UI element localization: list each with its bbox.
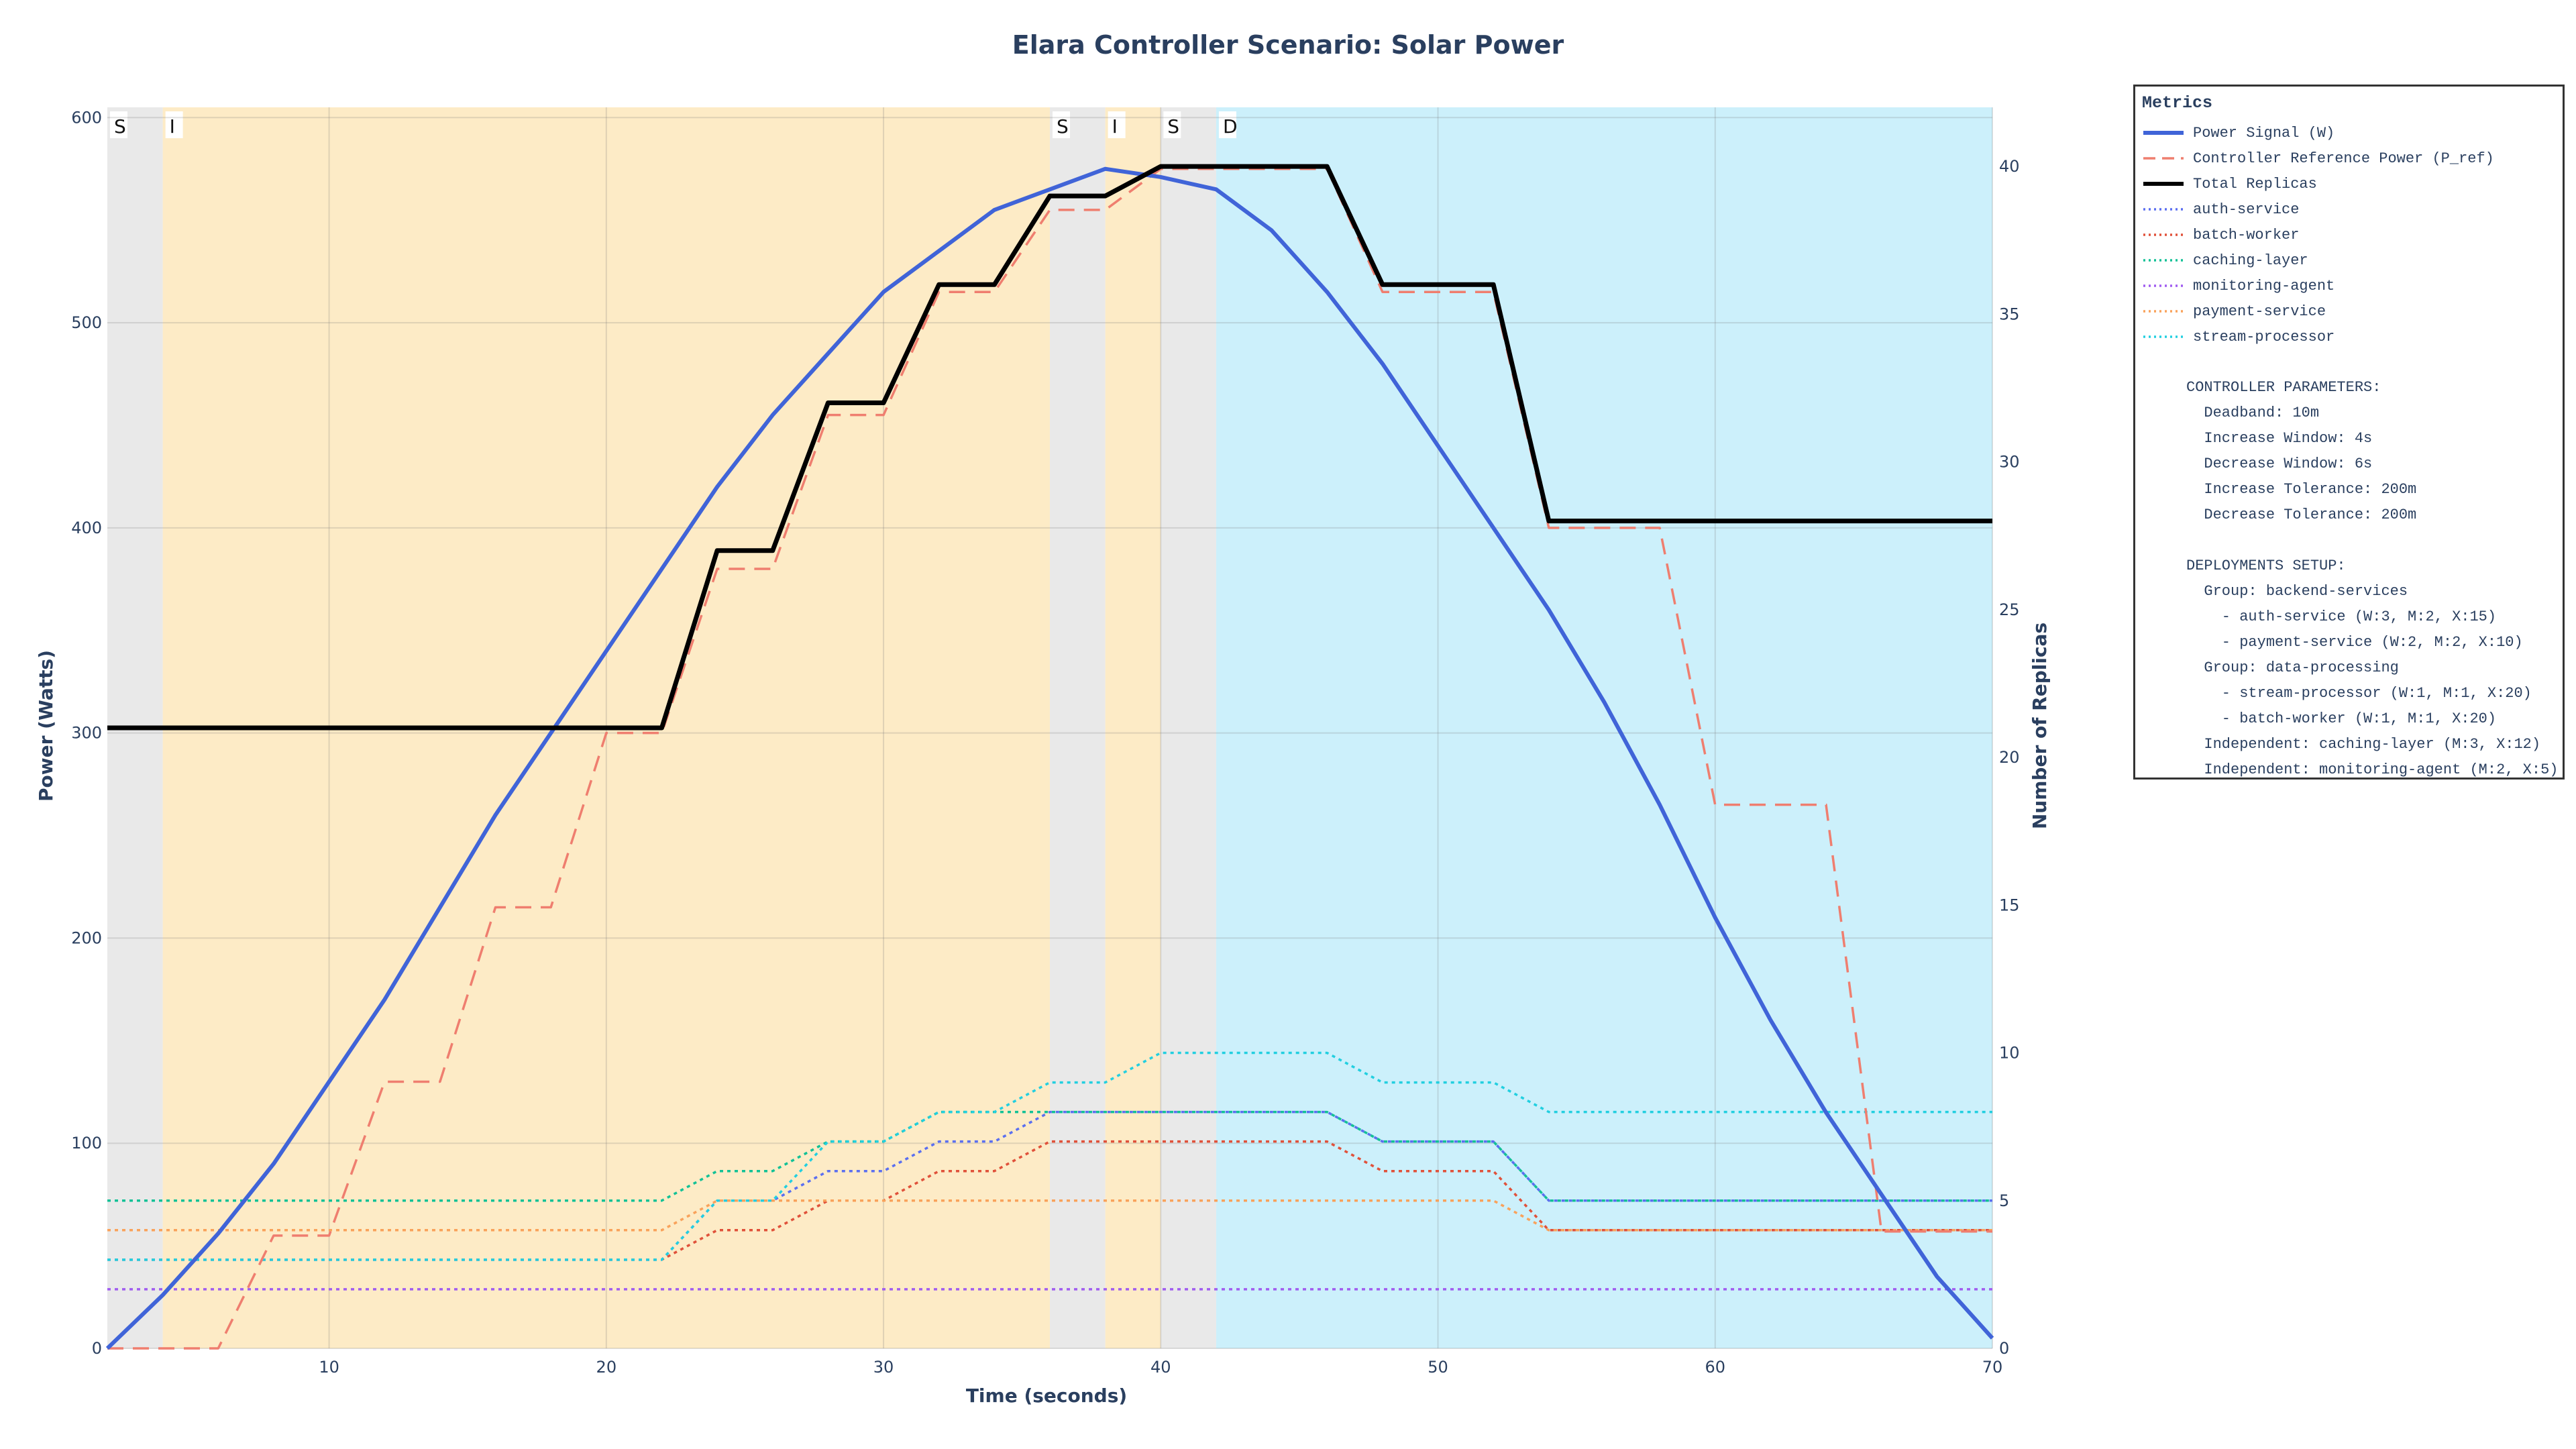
y-tick-label: 200 (71, 928, 102, 947)
legend-note-line: Independent: monitoring-agent (M:2, X:5) (2186, 761, 2559, 778)
x-tick-label: 10 (319, 1358, 339, 1377)
legend-label: auth-service (2193, 201, 2300, 218)
legend-note-line (2186, 528, 2559, 553)
phase-label-bg (110, 111, 127, 138)
y-tick-label: 300 (71, 724, 102, 743)
y2-tick-label: 5 (1999, 1191, 2009, 1210)
phase-label: I (1112, 115, 1118, 138)
phase-label-bg (1218, 111, 1236, 138)
phase-label-bg (1053, 111, 1070, 138)
phase-region (1216, 107, 1992, 1348)
legend-entry[interactable]: Power Signal (W) (2142, 120, 2334, 146)
series-line-caching-layer (107, 1110, 1992, 1202)
y-tick-label: 0 (92, 1339, 102, 1358)
y2-axis-title: Number of Replicas (2029, 623, 2051, 829)
series-line-batch-worker (107, 1140, 1992, 1261)
phase-region (1050, 107, 1106, 1348)
phase-label-bg (1108, 111, 1126, 138)
legend: Metrics Power Signal (W) Controller Refer… (2133, 85, 2565, 780)
series-line-power-signal-w (105, 166, 1994, 1350)
x-tick-label: 50 (1428, 1358, 1448, 1377)
phase-label-bg (165, 111, 183, 138)
x-tick-label: 60 (1705, 1358, 1725, 1377)
legend-entry[interactable]: Controller Reference Power (P_ref) (2142, 146, 2494, 171)
legend-entry[interactable]: stream-processor (2142, 324, 2334, 350)
legend-swatch (2143, 284, 2184, 287)
legend-entry[interactable]: Total Replicas (2142, 171, 2317, 197)
legend-swatch (2143, 182, 2184, 186)
legend-entry[interactable]: caching-layer (2142, 248, 2308, 273)
x-tick-label: 20 (596, 1358, 617, 1377)
phase-label: D (1223, 115, 1238, 138)
y2-tick-label: 0 (1999, 1339, 2009, 1358)
legend-note-line: Increase Window: 4s (2186, 430, 2373, 447)
series-line-auth-service (107, 1110, 1992, 1261)
legend-swatch (2143, 131, 2184, 135)
legend-entry[interactable]: monitoring-agent (2142, 273, 2334, 299)
legend-label: batch-worker (2193, 226, 2300, 244)
legend-note-line: DEPLOYMENTS SETUP: (2186, 557, 2346, 574)
y2-tick-label: 20 (1999, 748, 2020, 767)
legend-note-line: Group: data-processing (2186, 659, 2399, 676)
legend-label: Controller Reference Power (P_ref) (2193, 150, 2494, 167)
legend-note-line: Increase Tolerance: 200m (2186, 481, 2417, 498)
phase-label: S (1057, 115, 1069, 138)
series-lines (105, 164, 1994, 1350)
legend-title: Metrics (2142, 93, 2213, 113)
legend-entry[interactable]: auth-service (2142, 197, 2299, 222)
legend-note-line: CONTROLLER PARAMETERS: (2186, 379, 2381, 396)
y-axis-title: Power (Watts) (35, 650, 57, 802)
axes: 10 20 30 40 50 60 7001002003004005006000510152… (71, 108, 2019, 1377)
legend-entry[interactable]: payment-service (2142, 299, 2326, 324)
legend-label: stream-processor (2193, 328, 2335, 345)
x-tick-label: 70 (1982, 1358, 2003, 1377)
phase-label: S (1167, 115, 1179, 138)
legend-note-line: - payment-service (W:2, M:2, X:10) (2186, 634, 2523, 651)
phase-label: I (170, 115, 175, 138)
legend-note-line: - stream-processor (W:1, M:1, X:20) (2186, 685, 2532, 702)
y2-tick-label: 15 (1999, 896, 2020, 914)
x-axis-title: Time (seconds) (966, 1385, 1127, 1407)
y-tick-label: 400 (71, 519, 102, 537)
legend-swatch (2143, 157, 2184, 160)
y-tick-label: 500 (71, 313, 102, 332)
phase-region (1105, 107, 1161, 1348)
y2-tick-label: 35 (1999, 305, 2020, 323)
phase-label: S (114, 115, 126, 138)
legend-swatch (2143, 259, 2184, 262)
legend-entry[interactable]: batch-worker (2142, 222, 2299, 248)
legend-note-line: Deadband: 10m (2186, 405, 2320, 421)
y2-tick-label: 25 (1999, 600, 2020, 619)
y2-tick-label: 40 (1999, 157, 2020, 176)
legend-swatch (2143, 310, 2184, 313)
phase-region (1161, 107, 1216, 1348)
legend-swatch (2143, 233, 2184, 236)
y-tick-label: 600 (71, 108, 102, 127)
legend-note-line: Decrease Window: 6s (2186, 455, 2373, 472)
legend-label: Power Signal (W) (2193, 124, 2335, 142)
y2-tick-label: 10 (1999, 1044, 2020, 1063)
y2-tick-label: 30 (1999, 453, 2020, 472)
legend-note-line: Independent: caching-layer (M:3, X:12) (2186, 736, 2541, 753)
legend-label: monitoring-agent (2193, 277, 2335, 294)
legend-swatch (2143, 208, 2184, 211)
x-tick-label: 40 (1150, 1358, 1171, 1377)
legend-label: caching-layer (2193, 252, 2308, 269)
y-tick-label: 100 (71, 1134, 102, 1152)
legend-note-line: - auth-service (W:3, M:2, X:15) (2186, 608, 2497, 625)
legend-notes: CONTROLLER PARAMETERS: Deadband: 10m Inc… (2186, 375, 2559, 783)
series-line-controller-reference-power-p-ref (107, 167, 1992, 1350)
legend-note-line: - batch-worker (W:1, M:1, X:20) (2186, 710, 2497, 727)
legend-swatch (2143, 335, 2184, 338)
chart-title: Elara Controller Scenario: Solar Power (1012, 30, 1564, 60)
series-line-total-replicas (107, 164, 1992, 731)
legend-note-line: Decrease Tolerance: 200m (2186, 506, 2417, 523)
phase-label-bg (1163, 111, 1181, 138)
legend-note-line: Group: backend-services (2186, 583, 2408, 600)
legend-label: payment-service (2193, 303, 2326, 320)
legend-label: Total Replicas (2193, 175, 2317, 193)
x-tick-label: 30 (873, 1358, 894, 1377)
